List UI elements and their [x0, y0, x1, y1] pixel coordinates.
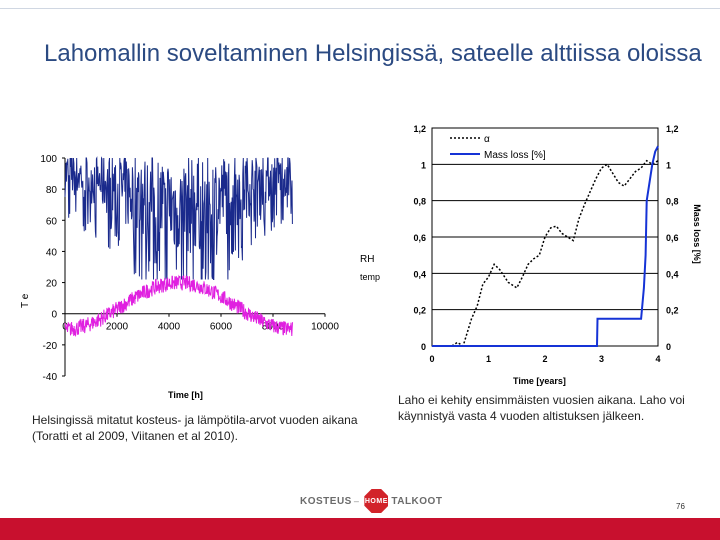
decay-left-y-tick-labels: 0 0,2 0,4 0,6 0,8 1 1,2 — [413, 124, 426, 352]
decay-right-y-tick-label: 0,4 — [666, 269, 679, 279]
decay-right-y-tick-label: 1 — [666, 160, 671, 170]
climate-y-tick-label: 0 — [51, 310, 57, 321]
decay-chart: 0 0,2 0,4 0,6 0,8 1 1,2 0 0,2 0,4 0,6 0,8 1 1,2 0 1 2 3… — [386, 118, 714, 393]
decay-x-tick-label: 0 — [429, 354, 434, 364]
decay-right-y-tick-label: 1,2 — [666, 124, 679, 134]
climate-y-tick-label: -40 — [43, 372, 58, 383]
rh-series-line — [64, 156, 293, 280]
climate-y-axis-label: T e — [20, 293, 31, 308]
climate-x-tick-label: 4000 — [158, 322, 181, 333]
logo-right-text: TALKOOT — [391, 495, 443, 507]
decay-right-y-tick-label: 0,8 — [666, 197, 679, 207]
decay-chart-svg: 0 0,2 0,4 0,6 0,8 1 1,2 0 0,2 0,4 0,6 0,8 1 1,2 0 1 2 3… — [386, 124, 702, 386]
decay-right-y-tick-label: 0,2 — [666, 306, 679, 316]
decay-x-tick-label: 1 — [486, 354, 491, 364]
kosteus-home-talkoot-logo: KOSTEUS – HOME TALKOOT — [300, 486, 442, 516]
climate-x-tick-label: 2000 — [106, 322, 129, 333]
decay-right-y-tick-label: 0 — [666, 342, 671, 352]
decay-left-y-tick-label: 0,8 — [413, 197, 426, 207]
climate-x-axis-label: Time [h] — [168, 390, 203, 400]
temp-series-label: temp — [360, 272, 380, 282]
climate-y-tick-label: 40 — [46, 247, 58, 258]
decay-x-tick-label: 4 — [655, 354, 660, 364]
climate-x-tick-label: 10000 — [311, 322, 339, 333]
bottom-brand-bar — [0, 518, 720, 540]
decay-right-y-tick-label: 0,6 — [666, 233, 679, 243]
decay-left-y-tick-label: 1 — [421, 160, 426, 170]
climate-y-tick-label: 100 — [40, 154, 57, 165]
decay-x-tick-labels: 0 1 2 3 4 — [429, 354, 660, 364]
home-sign-icon: HOME — [364, 489, 389, 513]
slide-title: Lahomallin soveltaminen Helsingissä, sat… — [44, 40, 702, 67]
decay-gridlines — [432, 127, 658, 347]
mass-loss-series-line — [432, 145, 659, 347]
climate-y-tick-label: -20 — [43, 341, 58, 352]
climate-y-tick-labels: 100 80 60 40 20 0 -20 -40 — [40, 154, 65, 383]
climate-x-tick-label: 6000 — [210, 322, 233, 333]
decay-right-y-axis-label: Mass loss [%] — [692, 204, 702, 264]
climate-y-tick-label: 80 — [46, 185, 58, 196]
rh-series-label: RH — [360, 254, 374, 265]
legend-mass-label: Mass loss [%] — [484, 150, 546, 161]
decay-legend: α Mass loss [%] — [450, 134, 546, 161]
climate-y-tick-label: 20 — [46, 279, 58, 290]
decay-x-tick-label: 2 — [542, 354, 547, 364]
logo-separator: – — [353, 496, 360, 506]
decay-x-axis-label: Time [years] — [513, 376, 566, 386]
decay-left-y-tick-label: 1,2 — [413, 124, 426, 134]
caption-decay: Laho ei kehity ensimmäisten vuosien aika… — [398, 393, 685, 423]
logo-left-text: KOSTEUS — [300, 495, 352, 507]
decay-right-y-tick-labels: 0 0,2 0,4 0,6 0,8 1 1,2 — [666, 124, 679, 352]
caption-climate: Helsingissä mitatut kosteus- ja lämpötil… — [32, 413, 358, 443]
decay-left-y-tick-label: 0,4 — [413, 269, 426, 279]
decay-left-y-tick-label: 0,2 — [413, 306, 426, 316]
top-divider — [0, 8, 720, 9]
decay-left-y-tick-label: 0,6 — [413, 233, 426, 243]
temp-series-line — [64, 274, 293, 338]
climate-y-tick-label: 60 — [46, 216, 58, 227]
page-number: 76 — [676, 502, 685, 511]
legend-alpha-label: α — [484, 134, 490, 145]
decay-left-y-tick-label: 0 — [421, 342, 426, 352]
decay-x-tick-label: 3 — [599, 354, 604, 364]
